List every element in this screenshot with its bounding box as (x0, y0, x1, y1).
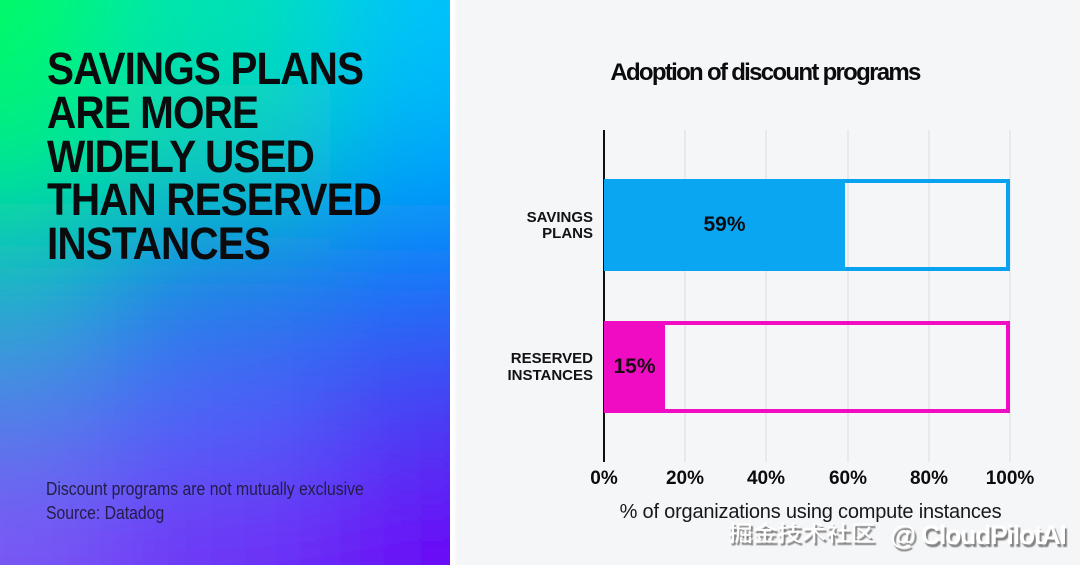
svg-text:@ CloudPilotAI: @ CloudPilotAI (892, 523, 1067, 553)
svg-text:@ CloudPilotAI: @ CloudPilotAI (890, 520, 1065, 550)
